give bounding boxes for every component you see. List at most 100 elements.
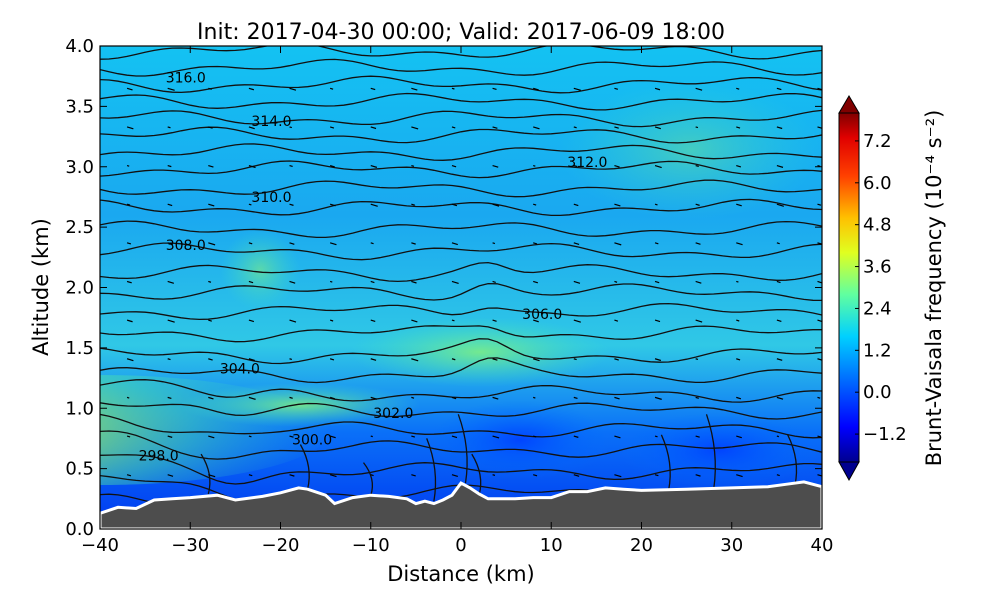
wind-vector bbox=[411, 203, 416, 206]
wind-vector bbox=[736, 87, 740, 90]
isentrope-line bbox=[100, 430, 822, 460]
isentrope-line bbox=[705, 414, 716, 490]
isentrope-line bbox=[100, 126, 822, 144]
stable-patch-2 bbox=[560, 80, 820, 220]
isentrope-line bbox=[200, 453, 211, 495]
wind-vector bbox=[776, 242, 780, 245]
y-tick-label: 1.0 bbox=[65, 398, 94, 419]
wind-vector bbox=[654, 242, 659, 245]
wind-vector bbox=[736, 319, 740, 322]
wind-vector bbox=[695, 396, 699, 399]
isentrope-line bbox=[100, 402, 822, 420]
wind-vector bbox=[736, 396, 742, 400]
wind-vector bbox=[654, 203, 658, 206]
contour-label: 298.0 bbox=[139, 448, 179, 464]
wind-vector bbox=[695, 474, 701, 477]
wind-vector bbox=[208, 164, 214, 168]
isentrope-line bbox=[100, 198, 822, 217]
wind-vector bbox=[614, 164, 620, 168]
wind-vector bbox=[573, 242, 580, 245]
wind-vector bbox=[533, 358, 540, 362]
wind-vector bbox=[776, 280, 781, 284]
wind-vector bbox=[208, 203, 215, 207]
wind-vector bbox=[370, 164, 378, 168]
wind-vector bbox=[289, 203, 294, 206]
colorbar-tick-label: 3.6 bbox=[863, 257, 892, 278]
colorbar-tick-label: 6.0 bbox=[863, 173, 892, 194]
isentrope-line bbox=[100, 379, 822, 403]
colorbar-tick-label: 1.2 bbox=[863, 340, 892, 361]
wind-vector bbox=[533, 435, 537, 438]
wind-vector bbox=[289, 358, 293, 361]
wind-vector bbox=[329, 474, 337, 478]
wind-vector bbox=[695, 87, 703, 91]
wind-vector bbox=[573, 358, 577, 361]
isentrope-line bbox=[787, 434, 798, 486]
wind-vector bbox=[329, 126, 335, 129]
wind-vector bbox=[370, 126, 377, 130]
wind-vector bbox=[289, 396, 293, 399]
wind-vector bbox=[329, 87, 334, 90]
stable-patch bbox=[220, 230, 300, 310]
colorbar-gradient bbox=[838, 112, 860, 463]
isentrope-line bbox=[100, 160, 822, 179]
wind-vector bbox=[329, 280, 333, 283]
wind-vector bbox=[492, 435, 500, 439]
wind-vector bbox=[533, 164, 536, 167]
wind-vector bbox=[289, 242, 295, 245]
wind-vector bbox=[817, 87, 822, 91]
isentrope-line bbox=[100, 179, 822, 198]
wind-vector bbox=[411, 396, 415, 399]
wind-vector bbox=[776, 474, 780, 477]
x-axis-label: Distance (km) bbox=[387, 562, 535, 586]
wind-vector bbox=[776, 358, 783, 361]
isentrope-line bbox=[426, 438, 437, 502]
wind-vector bbox=[492, 358, 498, 361]
wind-vector bbox=[695, 126, 699, 129]
wind-vector bbox=[411, 358, 419, 362]
wind-vector bbox=[451, 319, 455, 322]
wind-vectors bbox=[126, 87, 822, 478]
wind-vector bbox=[817, 164, 821, 167]
wind-vector bbox=[573, 126, 577, 129]
wind-vector bbox=[411, 474, 416, 477]
wind-vector bbox=[248, 126, 255, 130]
wind-vector bbox=[695, 164, 699, 168]
wind-vector bbox=[208, 435, 215, 439]
wind-vector bbox=[208, 126, 213, 129]
colorbar-extend-max bbox=[838, 95, 860, 114]
terrain bbox=[100, 480, 822, 529]
x-tick-label: 0 bbox=[455, 535, 466, 556]
wind-vector bbox=[167, 203, 173, 207]
wind-vector bbox=[654, 435, 658, 438]
wind-vector bbox=[533, 319, 539, 323]
wind-vector bbox=[167, 87, 175, 91]
x-tick-label: −20 bbox=[262, 535, 300, 556]
wind-vector bbox=[126, 280, 132, 284]
wind-vector bbox=[167, 242, 174, 245]
wind-vector bbox=[614, 319, 619, 322]
wind-vector bbox=[451, 164, 457, 168]
wind-vector bbox=[776, 319, 782, 323]
isentrope-line bbox=[100, 282, 822, 302]
y-tick-label: 2.0 bbox=[65, 278, 94, 299]
wind-vector bbox=[451, 280, 459, 285]
wind-vector bbox=[614, 435, 621, 439]
wind-vector bbox=[654, 474, 659, 477]
wind-vector bbox=[126, 164, 130, 167]
wind-vector bbox=[370, 242, 374, 245]
isentrope-line bbox=[100, 220, 822, 239]
colorbar-tick-label: 2.4 bbox=[863, 298, 892, 319]
wind-vector bbox=[533, 126, 540, 130]
isentrope-line bbox=[660, 434, 671, 491]
wind-vector bbox=[817, 203, 822, 206]
wind-vector bbox=[451, 358, 456, 361]
wind-vector bbox=[776, 126, 783, 130]
wind-vector bbox=[736, 203, 742, 207]
wind-vector bbox=[573, 203, 579, 207]
wind-vector bbox=[573, 396, 578, 400]
wind-vector bbox=[126, 358, 134, 362]
y-tick-label: 1.5 bbox=[65, 338, 94, 359]
contour-label: 302.0 bbox=[373, 406, 413, 422]
